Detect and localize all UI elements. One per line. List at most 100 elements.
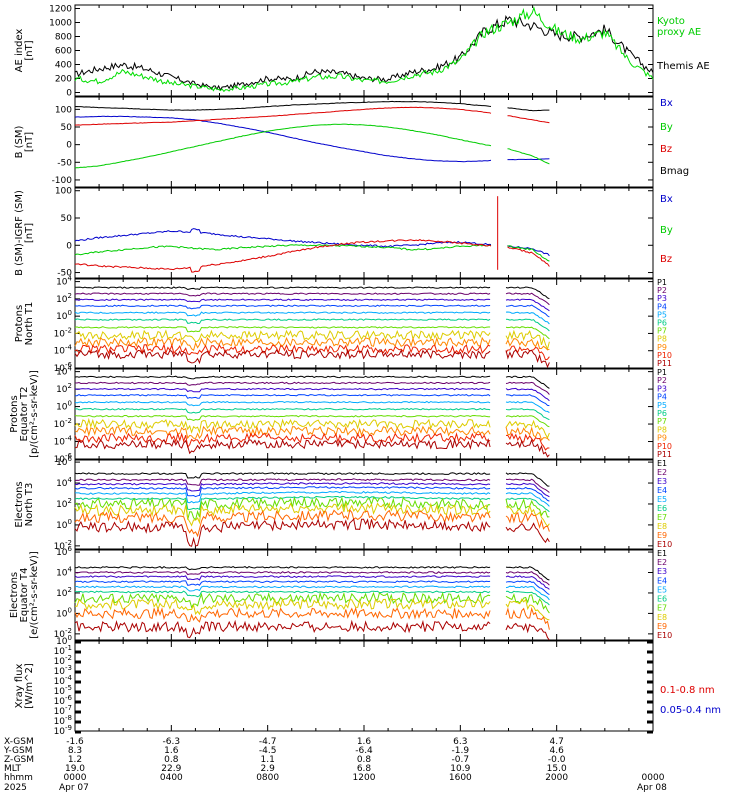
flux-line-e2 (74, 478, 550, 493)
legend-entry: E6 (657, 504, 667, 513)
y-tick-label: 104 (56, 476, 72, 489)
flux-line-p2 (74, 381, 550, 395)
y-axis-label: North T3 (24, 483, 35, 527)
footer-value: -1.6 (66, 737, 84, 747)
y-tick-label: 50 (61, 214, 73, 224)
legend-entry: P2 (657, 376, 667, 385)
y-tick-label: 50 (61, 123, 73, 133)
y-axis-label: B (SM)-IGRF (SM) (14, 190, 25, 276)
y-tick-label: 10-2 (54, 326, 72, 339)
y-tick-label: 104 (56, 275, 72, 288)
footer-value: 6.8 (357, 764, 372, 774)
series-line-bz (74, 239, 550, 273)
footer-value: 15.0 (547, 764, 567, 774)
legend-entry: P3 (657, 294, 667, 303)
y-axis-label: [nT] (24, 40, 35, 60)
legend-entry: P2 (657, 286, 667, 295)
series-line-by (74, 244, 550, 262)
footer-value: -1.9 (452, 746, 470, 756)
y-axis-label: Xray flux (14, 664, 25, 709)
flux-line-e9 (74, 508, 550, 538)
legend-entry: Kyoto (657, 16, 685, 27)
y-tick-label: 10-2 (54, 539, 72, 552)
footer-value: 1200 (353, 773, 376, 783)
footer-value: 0000 (642, 773, 665, 783)
footer-value: 0.8 (357, 755, 372, 765)
panel-bsm: -100 -50 0 50 100 B (SM) [nT] Bx By Bz Bmag (14, 96, 689, 188)
flux-line-p9 (74, 425, 550, 441)
y-tick-label: 10-2 (54, 654, 72, 667)
footer-row-label: Z-GSM (4, 755, 34, 765)
series-line-bx (74, 115, 550, 163)
y-tick-label: 100 (56, 518, 72, 531)
y-tick-label: 100 (55, 187, 72, 197)
legend-entry: P9 (657, 343, 667, 352)
y-tick-label: 0 (66, 89, 72, 99)
y-tick-label: -50 (57, 269, 72, 279)
flux-line-p8 (74, 329, 550, 351)
panel-frame (74, 187, 654, 279)
y-tick-label: 10-2 (54, 627, 72, 640)
series-line-bz (74, 106, 550, 126)
legend-entry: Bz (660, 254, 672, 265)
y-tick-label: 102 (56, 382, 72, 395)
legend-entry: E3 (657, 567, 667, 576)
legend-entry: E3 (657, 477, 667, 486)
y-tick-label: 104 (56, 365, 72, 378)
legend-entry: P10 (657, 442, 672, 451)
legend-entry: E5 (657, 585, 667, 594)
footer-value: 1600 (449, 773, 472, 783)
legend-entry: P1 (657, 278, 667, 287)
legend-entry: P5 (657, 401, 667, 410)
legend-entry: P5 (657, 310, 667, 319)
y-axis-label: Equator T4 (19, 568, 30, 623)
y-tick-label: 10-4 (54, 674, 73, 687)
flux-line-p9 (74, 336, 550, 352)
flux-line-e5 (74, 490, 550, 507)
series-line-bx (74, 228, 550, 257)
series-line-kyoto-proxy-ae (74, 6, 654, 93)
legend-entry: 0.05-0.4 nm (660, 705, 721, 716)
legend-entry: P3 (657, 384, 667, 393)
footer-value: 1.1 (261, 755, 275, 765)
y-axis-label: Protons (14, 305, 25, 342)
y-tick-label: 100 (56, 606, 72, 619)
y-axis-label: [nT] (24, 132, 35, 152)
legend-entry: By (660, 225, 673, 236)
footer-value: 0400 (160, 773, 183, 783)
y-tick-label: 600 (55, 47, 72, 57)
flux-line-p4 (75, 393, 550, 407)
legend-entry: E1 (657, 459, 667, 468)
flux-line-p5 (74, 311, 550, 325)
footer-value: 22.9 (161, 764, 181, 774)
legend-entry: E2 (657, 468, 667, 477)
flux-line-e6 (74, 590, 550, 606)
y-tick-label: 200 (55, 75, 72, 85)
panel-frame (74, 459, 654, 550)
legend-entry: E5 (657, 495, 667, 504)
y-tick-label: 1200 (49, 5, 72, 15)
legend-entry: Themis AE (656, 61, 710, 72)
legend-entry: E4 (657, 576, 667, 585)
legend-entry: 0.1-0.8 nm (660, 685, 715, 696)
panel-frame (74, 640, 654, 732)
flux-line-e10 (74, 619, 550, 641)
y-axis-label: Electrons (14, 481, 25, 527)
flux-line-p11 (74, 437, 550, 458)
flux-line-e1 (74, 565, 550, 581)
footer-value: 10.9 (450, 764, 470, 774)
y-axis-label: Equator T2 (19, 387, 30, 442)
panel-bdiff: -50 0 50 100 B (SM)-IGRF (SM) [nT] Bx By Bz (14, 187, 673, 279)
flux-line-e6 (74, 495, 550, 513)
legend-entry: E9 (657, 531, 667, 540)
footer-value: -0.7 (452, 755, 470, 765)
flux-line-p7 (74, 326, 550, 340)
flux-line-e8 (74, 597, 550, 621)
y-axis-label: B (SM) (14, 125, 25, 158)
legend-entry: E1 (657, 549, 667, 558)
y-tick-label: 10-8 (54, 714, 72, 727)
